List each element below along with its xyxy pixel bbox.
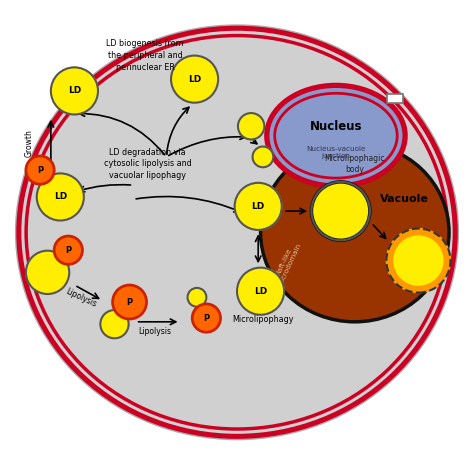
Circle shape <box>51 67 98 115</box>
Circle shape <box>26 156 54 184</box>
Circle shape <box>54 236 82 264</box>
Text: P: P <box>127 298 133 307</box>
Circle shape <box>188 288 206 307</box>
Text: LD: LD <box>188 74 201 83</box>
Text: P: P <box>65 246 72 255</box>
Circle shape <box>237 268 284 315</box>
Text: Microlipophagy: Microlipophagy <box>232 315 294 324</box>
Text: Microlipophagic
body: Microlipophagic body <box>325 154 385 173</box>
Circle shape <box>113 285 146 319</box>
Text: Vacuole: Vacuole <box>380 194 428 204</box>
Ellipse shape <box>261 143 449 322</box>
Text: LD: LD <box>252 202 265 211</box>
Text: P: P <box>37 165 43 174</box>
Text: LD: LD <box>254 287 267 296</box>
FancyBboxPatch shape <box>387 94 403 103</box>
Text: Lipolysis: Lipolysis <box>138 327 171 336</box>
Text: LD: LD <box>68 86 81 95</box>
Text: LD: LD <box>54 192 67 201</box>
Text: Growth: Growth <box>24 129 33 157</box>
Text: LD biogenesis from
the peripheral and
perinuclear ER: LD biogenesis from the peripheral and pe… <box>106 39 184 72</box>
Circle shape <box>171 55 218 103</box>
Circle shape <box>26 251 69 294</box>
Text: P: P <box>203 313 210 322</box>
Ellipse shape <box>25 35 449 430</box>
Circle shape <box>100 310 128 338</box>
Text: Lipolysis: Lipolysis <box>64 287 98 310</box>
Circle shape <box>394 236 443 285</box>
Circle shape <box>36 173 84 220</box>
Circle shape <box>238 113 264 139</box>
Circle shape <box>235 183 282 230</box>
Text: Raft-like
microdomain: Raft-like microdomain <box>271 239 302 287</box>
Circle shape <box>386 228 450 292</box>
Text: Nucleus-vacuole
junction: Nucleus-vacuole junction <box>306 146 366 159</box>
Ellipse shape <box>268 86 404 185</box>
Ellipse shape <box>6 16 468 449</box>
Circle shape <box>253 146 273 167</box>
Circle shape <box>192 304 220 332</box>
Text: Nucleus: Nucleus <box>310 120 362 133</box>
Text: LD degradation via
cytosolic lipolysis and
vacuolar lipophagy: LD degradation via cytosolic lipolysis a… <box>104 148 191 180</box>
Circle shape <box>311 182 370 240</box>
